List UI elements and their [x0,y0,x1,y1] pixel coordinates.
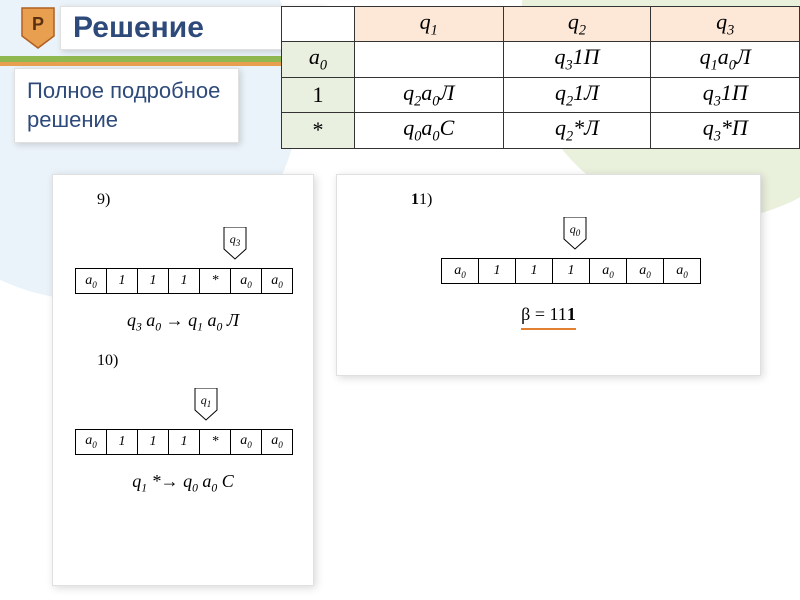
tape-cell: 1 [169,269,200,294]
tape-cell: 1 [107,269,138,294]
step9-num: 9) [97,191,299,209]
steps-panel-left: 9) q3 a0 1 1 1 * a0 a0 q3 a0 → q1 a0 Л 1… [52,174,314,586]
cell-a0-q3: q1a0Л [651,42,800,77]
cell-star-q3: q3*П [651,113,800,148]
cell-star-q1: q0a0С [355,113,504,148]
step11-head: q0 [561,217,746,258]
cell-1-q2: q21Л [503,77,651,112]
row-head-star: * [282,113,355,148]
tape-cell: a0 [76,269,107,294]
svg-text:q3: q3 [230,232,241,248]
col-head-q1: q1 [355,7,504,42]
tape-cell: 1 [138,269,169,294]
badge-icon: Р [20,6,56,50]
transition-table: q1 q2 q3 a0 q31П q1a0Л 1 q2a0Л q21Л q31П… [281,6,800,149]
cell-star-q2: q2*Л [503,113,651,148]
tape-cell: a0 [262,269,293,294]
cell-1-q3: q31П [651,77,800,112]
step10-rule: q1 *→ q0 a0 С [67,471,299,495]
step9-tape: a0 1 1 1 * a0 a0 [75,268,293,294]
tape-cell: 1 [479,259,516,284]
row-head-a0: a0 [282,42,355,77]
tape-cell: 1 [107,429,138,454]
head-marker-icon: q3 [221,227,249,263]
svg-text:q1: q1 [201,393,212,409]
step10-tape: a0 1 1 1 * a0 a0 [75,429,293,455]
step11-num: 11) [411,191,746,209]
tape-cell: a0 [231,269,262,294]
col-head-q2: q2 [503,7,651,42]
cell-a0-q2: q31П [503,42,651,77]
step9-head: q3 [221,227,299,268]
tape-cell: 1 [169,429,200,454]
head-marker-icon: q1 [192,388,220,424]
svg-text:Р: Р [32,14,44,34]
tape-cell: 1 [516,259,553,284]
page-title: Решение [73,11,204,44]
tape-cell: a0 [664,259,701,284]
row-head-1: 1 [282,77,355,112]
tape-cell: a0 [231,429,262,454]
header-area: Р Решение Полное подробное решение q1 q2… [0,0,800,180]
tape-cell: * [200,269,231,294]
header-bar-orange [0,62,290,66]
step10-num: 10) [97,352,299,370]
svg-text:q0: q0 [570,222,581,238]
tape-cell: a0 [442,259,479,284]
step9-rule: q3 a0 → q1 a0 Л [67,310,299,334]
steps-panel-right: 11) q0 a0 1 1 1 a0 a0 a0 β = 111 [336,174,761,376]
subtitle-line2: решение [27,106,220,135]
step11-result: β = 111 [351,304,746,330]
tape-cell: a0 [76,429,107,454]
step11-tape: a0 1 1 1 a0 a0 a0 [441,258,701,284]
tape-cell: a0 [627,259,664,284]
col-head-q3: q3 [651,7,800,42]
corner-cell [282,7,355,42]
tape-cell: a0 [590,259,627,284]
subtitle-box: Полное подробное решение [14,68,239,143]
cell-a0-q1 [355,42,504,77]
tape-cell: 1 [553,259,590,284]
cell-1-q1: q2a0Л [355,77,504,112]
step10-head: q1 [192,388,299,429]
tape-cell: * [200,429,231,454]
tape-cell: a0 [262,429,293,454]
tape-cell: 1 [138,429,169,454]
head-marker-icon: q0 [561,217,589,253]
subtitle-line1: Полное подробное [27,77,220,106]
